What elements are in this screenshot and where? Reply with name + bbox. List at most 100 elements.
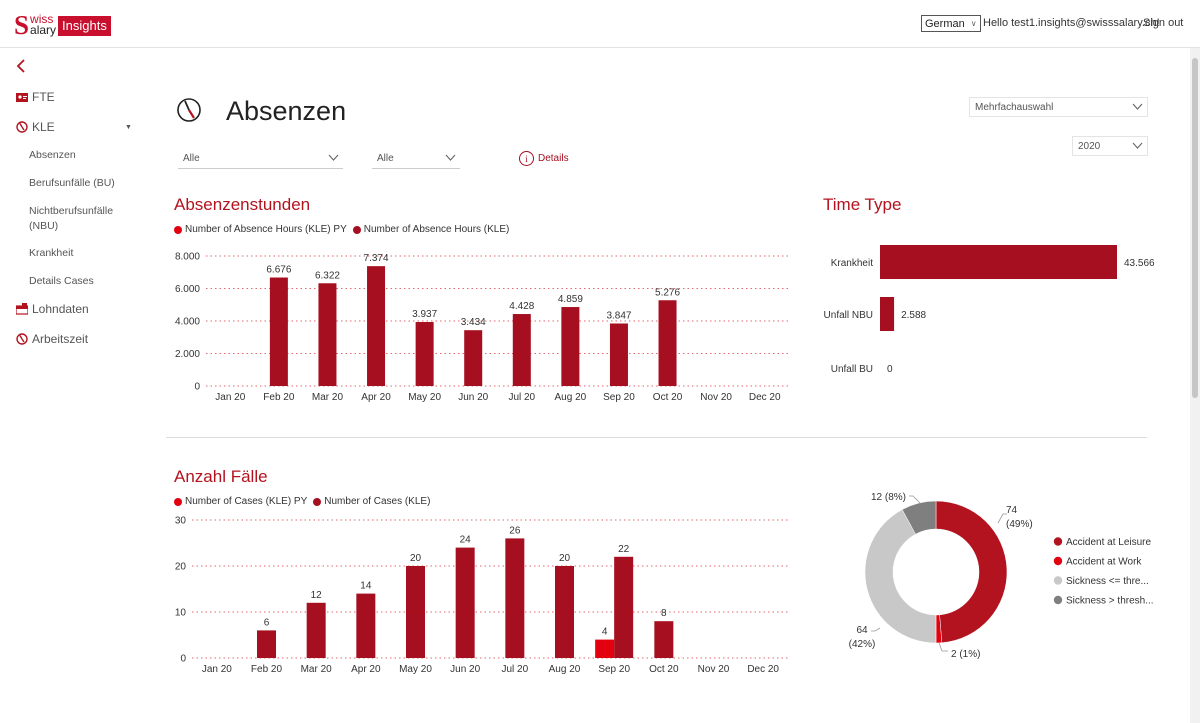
- donut-data-label: 64: [856, 625, 868, 636]
- donut-legend-dot: [1053, 595, 1063, 605]
- donut-data-label: 12 (8%): [871, 492, 906, 503]
- filter-2-value: Alle: [377, 153, 394, 164]
- sidebar-sub-absenzen[interactable]: Absenzen: [29, 149, 76, 161]
- absenzen-x-tick-label: Jul 20: [508, 392, 535, 403]
- absenzen-bar: [367, 266, 386, 386]
- multiselect-dropdown[interactable]: Mehrfachauswahl: [969, 97, 1148, 117]
- cases-data-label: 8: [661, 608, 667, 619]
- sidebar-item-arbeitszeit[interactable]: Arbeitszeit: [16, 332, 88, 346]
- timetype-section-title: Time Type: [823, 195, 902, 214]
- top-bar: S wiss alary Insights German ∨ Hello tes…: [0, 0, 1200, 48]
- year-dropdown[interactable]: 2020: [1072, 136, 1148, 156]
- chevron-down-icon: [328, 154, 339, 161]
- details-button[interactable]: i Details: [519, 151, 569, 166]
- timetype-category-label: Unfall NBU: [824, 310, 873, 321]
- cases-data-label: 24: [460, 535, 472, 546]
- absenzen-legend: Number of Absence Hours (KLE) PY Number …: [174, 224, 509, 235]
- timetype-data-label: 43.566: [1124, 258, 1155, 269]
- filter-dropdown-1[interactable]: Alle: [178, 149, 343, 169]
- faelle-section-title: Anzahl Fälle: [174, 467, 268, 486]
- scrollbar-thumb[interactable]: [1192, 58, 1198, 398]
- donut-legend-dot: [1053, 576, 1063, 585]
- absenzen-x-tick-label: Sep 20: [603, 392, 635, 403]
- donut-slice: [901, 500, 937, 535]
- cases-x-tick-label: Aug 20: [549, 664, 581, 675]
- donut-data-label-pct: (42%): [849, 639, 876, 650]
- legend-dot-current: [352, 225, 361, 234]
- sidebar-sub-nbu[interactable]: Nichtberufsunfälle: [29, 205, 114, 217]
- clock-icon: [16, 333, 28, 345]
- absenzen-data-label: 5.276: [655, 287, 680, 298]
- filter-dropdown-2[interactable]: Alle: [372, 149, 460, 169]
- absenzen-x-tick-label: Jun 20: [458, 392, 488, 403]
- absenzen-bar: [269, 277, 288, 386]
- language-value: German: [925, 17, 965, 30]
- cases-x-tick-label: Dec 20: [747, 664, 779, 675]
- donut-legend-label: Accident at Leisure: [1066, 537, 1151, 548]
- user-greeting: Hello test1.insights@swisssalary.ch!: [983, 17, 1160, 29]
- faelle-legend: Number of Cases (KLE) PY Number of Cases…: [174, 496, 430, 507]
- page-title: Absenzen: [226, 96, 347, 126]
- legend-label-py: Number of Cases (KLE) PY: [185, 496, 308, 507]
- absenzen-y-tick-label: 0: [194, 382, 200, 393]
- absenzen-x-tick-label: May 20: [408, 392, 441, 403]
- sidebar-sub-bu[interactable]: Berufsunfälle (BU): [29, 177, 115, 189]
- sidebar-item-label: KLE: [32, 120, 55, 134]
- section-divider: [166, 437, 1147, 438]
- absenzen-data-label: 3.434: [461, 317, 486, 328]
- sidebar-item-lohndaten[interactable]: Lohndaten: [16, 302, 89, 316]
- cases-x-tick-label: Jun 20: [450, 664, 480, 675]
- sidebar-sub-nbu-line2[interactable]: (NBU): [29, 220, 59, 232]
- absenzen-bar: [415, 322, 434, 386]
- clock-icon: [16, 121, 28, 133]
- absenzen-data-label: 3.847: [606, 310, 631, 321]
- absenzen-section-title: Absenzenstunden: [174, 195, 311, 214]
- cases-bar: [356, 593, 376, 658]
- donut-leader-line: [909, 495, 921, 504]
- legend-label-py: Number of Absence Hours (KLE) PY: [185, 224, 347, 235]
- caret-down-icon[interactable]: ▼: [125, 124, 132, 131]
- back-arrow-icon[interactable]: [15, 58, 29, 74]
- sidebar-item-kle[interactable]: KLE: [16, 120, 55, 134]
- chevron-down-icon: [445, 154, 456, 161]
- sidebar-sub-krankheit[interactable]: Krankheit: [29, 247, 74, 259]
- info-icon: i: [519, 151, 534, 166]
- sidebar-item-fte[interactable]: FTE: [16, 90, 55, 104]
- id-card-icon: [16, 93, 28, 102]
- absenzen-bar: [658, 300, 677, 386]
- absenzen-bar: [464, 330, 483, 386]
- cases-data-label: 14: [360, 581, 372, 592]
- absenzen-data-label: 4.859: [558, 294, 583, 305]
- cases-bar: [654, 621, 674, 658]
- cases-donut-chart: 74 (49%) 2 (1%) 64 (42%) 12 (8%) Accident at L…: [849, 492, 1154, 660]
- cases-x-tick-label: Mar 20: [301, 664, 333, 675]
- year-value: 2020: [1078, 140, 1101, 152]
- cases-bar: [455, 547, 475, 658]
- donut-legend-dot: [1053, 537, 1063, 546]
- language-select[interactable]: German ∨: [921, 15, 981, 32]
- timetype-bar: [880, 297, 895, 331]
- absenzen-bar-chart: 0 2.000 4.000 6.000 8.000 Jan 20 Feb 20 Mar 20 A…: [175, 252, 789, 403]
- swiss-salary-insights-logo[interactable]: S wiss alary Insights: [14, 11, 111, 39]
- legend-dot-py: [174, 225, 182, 234]
- absenzen-data-label: 4.428: [509, 301, 534, 312]
- cases-y-tick-label: 0: [180, 654, 186, 665]
- absenzen-data-label: 3.937: [412, 309, 437, 320]
- absence-clock-icon: [177, 98, 201, 122]
- donut-legend-label: Accident at Work: [1066, 557, 1142, 568]
- cases-bar: [614, 556, 634, 658]
- sidebar-item-label: FTE: [32, 90, 55, 104]
- donut-slice: [864, 509, 937, 644]
- timetype-bar: [880, 245, 1117, 279]
- cases-y-tick-label: 10: [175, 608, 187, 619]
- sidebar-sub-details-cases[interactable]: Details Cases: [29, 275, 94, 287]
- absenzen-y-tick-label: 2.000: [175, 349, 200, 360]
- absenzen-x-tick-label: Nov 20: [700, 392, 732, 403]
- absenzen-x-tick-label: Oct 20: [653, 392, 683, 403]
- details-label: Details: [538, 153, 569, 164]
- sign-out-link[interactable]: Sign out: [1143, 17, 1184, 29]
- absenzen-x-tick-label: Jan 20: [215, 392, 245, 403]
- cases-y-tick-label: 20: [175, 562, 187, 573]
- legend-dot-py: [174, 497, 182, 506]
- cases-x-tick-label: Jul 20: [501, 664, 528, 675]
